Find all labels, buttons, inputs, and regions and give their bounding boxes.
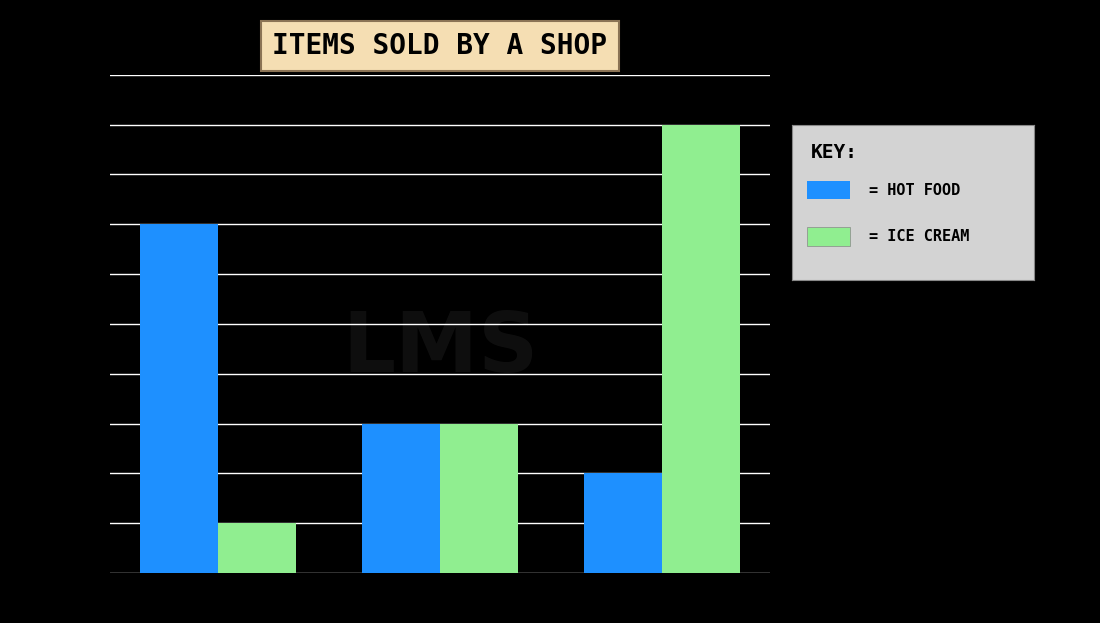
Bar xyxy=(584,473,662,573)
Bar xyxy=(440,424,518,573)
Text: KEY:: KEY: xyxy=(812,143,858,162)
Text: LMS: LMS xyxy=(342,308,538,389)
Bar xyxy=(218,523,296,573)
FancyBboxPatch shape xyxy=(806,227,850,246)
Bar xyxy=(362,424,440,573)
Text: = ICE CREAM: = ICE CREAM xyxy=(869,229,970,244)
Text: = HOT FOOD: = HOT FOOD xyxy=(869,183,960,197)
Title: ITEMS SOLD BY A SHOP: ITEMS SOLD BY A SHOP xyxy=(273,32,607,60)
FancyBboxPatch shape xyxy=(806,181,850,199)
Bar xyxy=(140,224,218,573)
Bar xyxy=(662,125,740,573)
